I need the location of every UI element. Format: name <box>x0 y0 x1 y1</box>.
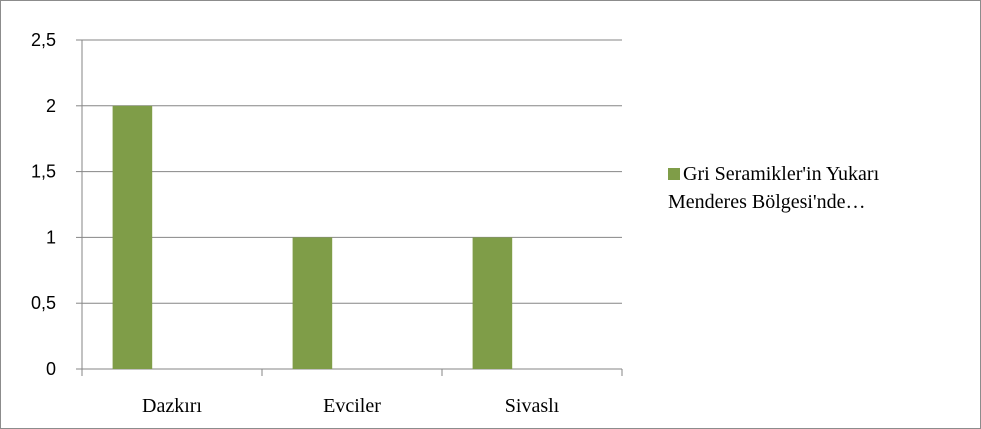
y-tick-label: 2,5 <box>31 30 56 50</box>
y-tick-label: 0,5 <box>31 293 56 313</box>
legend-swatch <box>668 168 680 180</box>
bar <box>292 237 333 369</box>
legend: Gri Seramikler'in Yukarı Menderes Bölges… <box>668 160 968 216</box>
bar <box>472 237 513 369</box>
legend-item: Gri Seramikler'in Yukarı <box>668 160 968 188</box>
x-category-label: Dazkırı <box>142 395 202 417</box>
x-category-label: Evciler <box>323 395 381 417</box>
y-tick-label: 0 <box>46 359 56 379</box>
bar <box>112 105 153 370</box>
x-category-label: Sivaslı <box>505 395 560 417</box>
y-tick-label: 1 <box>46 227 56 247</box>
y-tick-label: 2 <box>46 96 56 116</box>
y-tick-label: 1,5 <box>31 162 56 182</box>
legend-label-line2: Menderes Bölgesi'nde… <box>668 191 866 213</box>
legend-label-line1: Gri Seramikler'in Yukarı <box>683 163 880 185</box>
